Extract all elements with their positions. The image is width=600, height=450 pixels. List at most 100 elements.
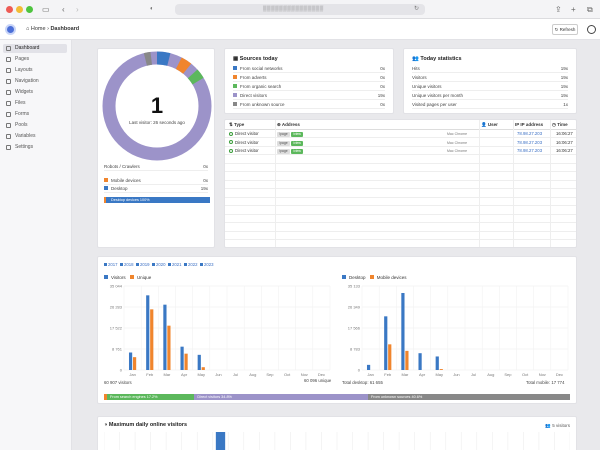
sidebar-item-settings[interactable]: Settings xyxy=(3,143,67,152)
sidebar-item-widgets[interactable]: Widgets xyxy=(3,88,67,97)
address-view-tag[interactable]: /view xyxy=(290,149,303,154)
sidebar-item-dashboard[interactable]: Dashboard xyxy=(3,44,67,53)
bar-desktop-jan[interactable] xyxy=(366,364,371,370)
bar-visitors-feb[interactable] xyxy=(146,295,150,370)
maximize-window-button[interactable] xyxy=(26,6,33,13)
table-row[interactable]: Direct visitor/page /view Mac Chrome 78.98… xyxy=(225,147,576,155)
url-text: ▒▒▒▒▒▒▒▒▒▒▒▒▒▒▒ xyxy=(263,6,324,12)
year-link-2017[interactable]: 2017 xyxy=(104,262,118,267)
sidebar-item-pages[interactable]: Pages xyxy=(3,55,67,64)
address-view-tag[interactable]: /view xyxy=(290,140,303,146)
ip-link[interactable]: 78.98.27.203 xyxy=(517,131,543,136)
table-row xyxy=(225,224,576,232)
address-tag[interactable]: /page xyxy=(277,132,290,137)
source-swatch xyxy=(233,102,237,107)
year-link-2022[interactable]: 2022 xyxy=(184,262,198,267)
bar-mobile-devices-mar[interactable] xyxy=(405,350,409,370)
bar-desktop-mar[interactable] xyxy=(401,293,405,370)
address-tag[interactable]: /page xyxy=(277,149,290,154)
year-label: 2023 xyxy=(204,262,214,267)
tabs-overview-icon[interactable]: ⧉ xyxy=(587,5,593,14)
sidebar-item-forms[interactable]: Forms xyxy=(3,110,67,119)
address-view-tag[interactable]: /view xyxy=(290,132,303,137)
ip-link[interactable]: 78.98.27.203 xyxy=(517,148,543,153)
bar-visitors-apr[interactable] xyxy=(180,346,184,370)
x-tick-label: Mar xyxy=(163,372,171,377)
app-logo[interactable] xyxy=(5,24,16,35)
max-daily-title-text: Maximum daily online visitors xyxy=(108,422,188,428)
stat-value: 19x xyxy=(560,93,568,98)
x-tick-label: Oct xyxy=(284,372,291,377)
bar-unique-may[interactable] xyxy=(201,367,205,370)
home-icon[interactable]: ⌂ xyxy=(26,26,30,32)
visitors-count: 1 xyxy=(150,93,164,118)
address-tag[interactable]: /page xyxy=(277,140,290,146)
x-tick-label: Sep xyxy=(266,372,274,377)
visitor-type: Direct visitor xyxy=(229,139,259,147)
bar-daily-max-8[interactable] xyxy=(215,432,226,450)
bar-desktop-may[interactable] xyxy=(435,356,439,370)
sidebar-item-files[interactable]: Files xyxy=(3,99,67,108)
bar-desktop-feb[interactable] xyxy=(384,316,388,370)
visitor-type: Direct visitor xyxy=(229,130,259,138)
table-row[interactable]: Direct visitor/page /view Mac Chrome 78.98… xyxy=(225,139,576,147)
year-link-2019[interactable]: 2019 xyxy=(136,262,150,267)
reload-icon[interactable]: ↻ xyxy=(413,6,419,12)
sidebar-item-variables[interactable]: Variables xyxy=(3,132,67,141)
visitors-donut xyxy=(102,51,212,161)
user-avatar[interactable] xyxy=(587,25,596,34)
source-value: 19x xyxy=(377,93,385,98)
year-link-2021[interactable]: 2021 xyxy=(168,262,182,267)
robots-row: Robots / Crawlers 0x xyxy=(104,163,208,171)
new-tab-icon[interactable]: + xyxy=(571,5,576,14)
table-row xyxy=(225,173,576,181)
refresh-button[interactable]: ↻ Refresh xyxy=(552,24,578,35)
ip-link[interactable]: 78.98.27.203 xyxy=(517,139,543,145)
year-link-2018[interactable]: 2018 xyxy=(120,262,134,267)
address-bar[interactable]: ▒▒▒▒▒▒▒▒▒▒▒▒▒▒▒ ↻ xyxy=(175,4,425,15)
chevron-right-icon[interactable]: › xyxy=(76,5,79,14)
y-tick-label: 26 283 xyxy=(110,305,123,310)
breadcrumb-home[interactable]: Home xyxy=(30,26,46,32)
stat-value: 19x xyxy=(560,84,568,89)
y-tick-label: 26 349 xyxy=(348,305,361,310)
max-daily-card: ◑ Maximum daily online visitors 👥 5 visi… xyxy=(97,416,577,450)
close-window-button[interactable] xyxy=(6,6,13,13)
bar-unique-apr[interactable] xyxy=(184,353,188,370)
sidebar-item-navigation[interactable]: Navigation xyxy=(3,77,67,86)
bar-unique-mar[interactable] xyxy=(167,325,171,370)
year-link-2020[interactable]: 2020 xyxy=(152,262,166,267)
sidebar-toggle-icon[interactable]: ▭ xyxy=(42,5,50,14)
source-value: 0x xyxy=(380,66,385,71)
bar-visitors-jan[interactable] xyxy=(128,352,133,371)
col-user[interactable]: 👤 User xyxy=(481,122,498,127)
bar-mobile-devices-may[interactable] xyxy=(439,369,443,370)
col-type[interactable]: ⇅ Type xyxy=(229,122,245,127)
bar-desktop-apr[interactable] xyxy=(418,353,422,370)
col-address[interactable]: ⊕ Address xyxy=(277,122,300,127)
legend-visitors-swatch xyxy=(104,275,108,280)
col-ip[interactable]: IP IP address xyxy=(515,122,544,127)
x-tick-label: May xyxy=(435,372,443,377)
table-row[interactable]: Direct visitor/page /view Mac Chrome 78.98… xyxy=(225,130,576,138)
visit-time: 16:06:27 xyxy=(556,148,573,153)
year-link-2023[interactable]: 2023 xyxy=(200,262,214,267)
bar-mobile-devices-feb[interactable] xyxy=(388,344,392,370)
sidebar-item-pools[interactable]: Pools xyxy=(3,121,67,130)
robots-value: 0x xyxy=(203,164,208,169)
share-icon[interactable]: ⇪ xyxy=(555,5,562,14)
sources-bar-label: Direct visitors 34.8% xyxy=(197,395,232,399)
sidebar-item-layouts[interactable]: Layouts xyxy=(3,66,67,75)
mobile-legend-swatch xyxy=(104,178,108,183)
bar-unique-jan[interactable] xyxy=(132,357,137,370)
bar-unique-feb[interactable] xyxy=(150,309,154,370)
visit-time: 16:06:27 xyxy=(556,139,573,145)
bar-visitors-mar[interactable] xyxy=(163,304,167,370)
minimize-window-button[interactable] xyxy=(16,6,23,13)
sources-row: From social networks 0x xyxy=(233,65,385,73)
bar-visitors-may[interactable] xyxy=(197,354,201,370)
status-dot xyxy=(229,131,233,136)
chevron-left-icon[interactable]: ‹ xyxy=(62,5,65,14)
source-swatch xyxy=(233,84,237,89)
col-time[interactable]: ◷ Time xyxy=(552,122,568,127)
